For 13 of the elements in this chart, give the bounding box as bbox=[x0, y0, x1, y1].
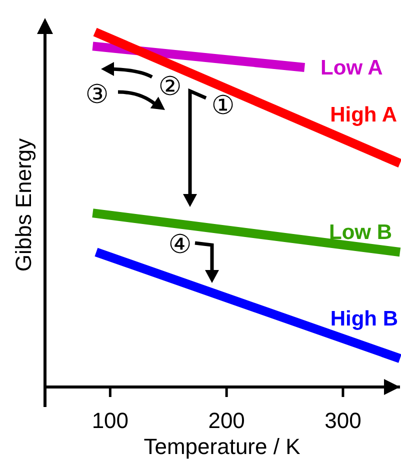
series-label: Low B bbox=[329, 221, 392, 244]
annotation: ④ bbox=[168, 230, 192, 260]
y-axis-title: Gibbs Energy bbox=[11, 138, 36, 272]
series-label: High A bbox=[330, 103, 397, 126]
x-tick-label: 100 bbox=[92, 408, 129, 433]
x-tick-label: 300 bbox=[324, 408, 362, 433]
series-label: Low A bbox=[320, 56, 383, 80]
annotation: ② bbox=[158, 72, 182, 102]
x-tick-label: 200 bbox=[208, 408, 245, 433]
annotation: ① bbox=[211, 91, 235, 121]
x-axis-title: Temperature / K bbox=[144, 434, 301, 459]
annotation: ③ bbox=[85, 80, 109, 110]
series-label: High B bbox=[330, 308, 398, 331]
